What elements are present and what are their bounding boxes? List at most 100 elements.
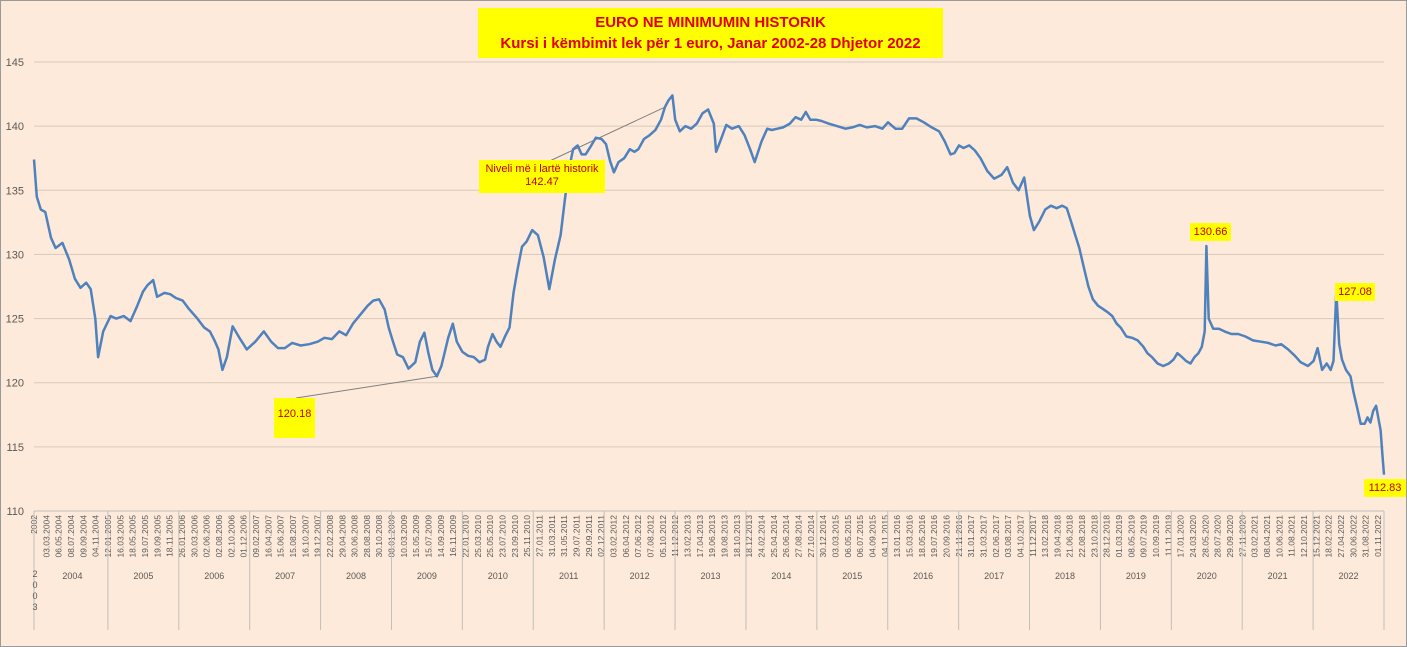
x-date-label: 29.09.2011 [584,515,594,557]
x-date-label: 18.12.2013 [744,515,754,558]
x-date-label: 27.04.2022 [1336,515,1346,558]
x-date-label: 27.01.2011 [535,515,545,557]
x-year-label-2012: 2012 [630,571,650,581]
x-date-label: 19.08.2013 [719,515,729,558]
x-year-label-2018: 2018 [1055,571,1075,581]
x-year-label-2015: 2015 [842,571,862,581]
x-date-label: 11.12.2017 [1028,515,1038,557]
x-date-label: 10.06.2021 [1274,515,1284,558]
annotation-max-value: 142.47 [525,176,559,188]
x-date-label: 22.01.2010 [461,515,471,558]
x-date-label: 16.03.2005 [115,515,125,558]
series-line-eur-lek [32,94,1386,475]
x-date-label: 30.03.2006 [189,515,199,558]
x-date-label: 07.08.2012 [646,515,656,558]
x-date-label: 02.06.2006 [202,515,212,558]
annotation-peak2022-value: 127.08 [1338,286,1372,298]
annotation-peak2020-value: 130.66 [1193,226,1228,238]
x-date-label: 31.05.2011 [559,515,569,557]
x-date-label: 15.06.2007 [276,515,286,558]
y-tick-label-115: 115 [6,442,24,454]
x-date-label: 01.03.2019 [1114,515,1124,558]
x-date-label: 24.02.2014 [756,515,766,558]
x-date-label: 25.05.2010 [485,515,495,558]
x-date-label: 27.10.2014 [806,515,816,558]
x-date-label: 22.02.2008 [325,515,335,558]
x-stacked-char: 0 [32,591,37,601]
x-date-label: 09.07.2019 [1139,515,1149,558]
x-year-label-2022: 2022 [1339,571,1359,581]
x-date-label: 05.10.2012 [658,515,668,558]
x-date-label: 25.04.2014 [769,515,779,558]
x-date-label: 09.02.2007 [251,515,261,558]
x-year-label-2005: 2005 [133,571,153,581]
x-date-label: 04.09.2015 [867,515,877,558]
x-date-label: 18.05.2005 [128,515,138,558]
x-year-label-2016: 2016 [913,571,933,581]
x-date-label: 06.04.2012 [621,515,631,558]
y-tick-label-125: 125 [6,314,24,326]
x-year-label-2006: 2006 [204,571,224,581]
x-year-label-2004: 2004 [62,571,82,581]
x-date-label: 22.08.2018 [1077,515,1087,558]
x-date-label: 16.04.2007 [263,515,273,558]
annotation-final-label: 112.83 [1364,479,1406,497]
annotation-max-text: Niveli më i lartë historik [485,163,599,175]
x-date-label: 18.10.2013 [732,515,742,558]
annotation-low2007-leader [295,375,437,399]
x-date-label: 10.09.2019 [1151,515,1161,558]
x-date-label: 29.04.2008 [337,515,347,558]
x-date-label: 17.01.2020 [1176,515,1186,558]
x-date-label: 13.02.2013 [683,515,693,558]
x-date-label: 17.04.2013 [695,515,705,558]
x-year-label-2007: 2007 [275,571,295,581]
x-date-label: 07.06.2012 [633,515,643,558]
x-date-label: 06.05.2015 [843,515,853,558]
x-date-label: 15.12.2021 [1311,515,1321,558]
x-date-label: 23.10.2018 [1089,515,1099,558]
x-date-label: 19.12.2007 [313,515,323,558]
x-date-label: 08.05.2019 [1126,515,1136,558]
x-date-label: 10.03.2009 [399,515,409,558]
x-date-label: 14.09.2009 [436,515,446,558]
x-date-label: 31.03.2011 [547,515,557,557]
chart-title-box: EURO NE MINIMUMIN HISTORIK Kursi i këmbi… [478,8,943,58]
x-date-label: 13.02.2018 [1040,515,1050,558]
x-date-label: 23.09.2010 [510,515,520,558]
x-date-label: 19.04.2018 [1052,515,1062,558]
x-date-label: 15.03.2016 [904,515,914,558]
x-date-label: 11.11.2019 [1163,515,1173,557]
chart-subtitle: Kursi i këmbimit lek për 1 euro, Janar 2… [500,35,921,52]
x-date-label: 03.02.2012 [609,515,619,558]
x-date-label: 09.09.2004 [78,515,88,558]
x-date-label: 20.09.2016 [941,515,951,558]
x-date-label: 02.08.2006 [214,515,224,558]
x-date-label: 18.11.2005 [165,515,175,557]
x-date-label: 19.07.2005 [140,515,150,558]
x-date-label: 15.05.2009 [411,515,421,558]
y-tick-label-110: 110 [6,506,24,518]
x-date-label: 01.12.2006 [239,515,249,558]
x-date-label: 15.07.2009 [424,515,434,558]
x-date-label: 16.10.2007 [300,515,310,558]
x-date-label: 28.07.2020 [1213,515,1223,558]
x-date-label: 31.01.2017 [966,515,976,558]
x-date-label: 03.08.2017 [1003,515,1013,558]
x-date-label: 23.07.2010 [498,515,508,558]
x-date-label: 15.08.2007 [288,515,298,558]
x-date-label: 06.05.2004 [54,515,64,558]
x-year-label-2017: 2017 [984,571,1004,581]
chart-title: EURO NE MINIMUMIN HISTORIK [595,14,826,31]
x-date-label: 18.02.2022 [1324,515,1334,558]
x-date-label: 18.05.2016 [917,515,927,558]
x-date-label: 19.06.2013 [707,515,717,558]
x-date-label: 02.10.2006 [226,515,236,558]
x-date-label: 21.06.2018 [1065,515,1075,558]
x-date-label: 31.03.2017 [978,515,988,558]
annotation-final-value: 112.83 [1368,482,1402,494]
x-year-label-2021: 2021 [1268,571,1288,581]
annotation-max-label: Niveli më i lartë historik 142.47 [479,160,605,193]
x-date-label: 28.05.2020 [1200,515,1210,558]
